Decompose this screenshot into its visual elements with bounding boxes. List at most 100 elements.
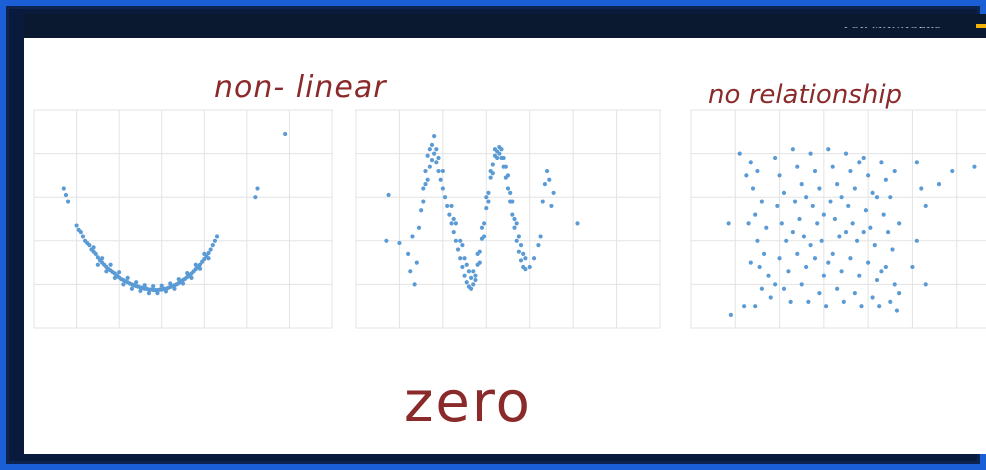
data-point <box>488 175 493 180</box>
data-point <box>846 203 851 209</box>
data-point <box>432 134 437 139</box>
data-point <box>870 295 875 300</box>
data-point <box>125 275 130 280</box>
data-point <box>835 182 840 187</box>
data-point <box>505 186 511 191</box>
data-point <box>859 304 864 309</box>
data-point <box>486 190 491 195</box>
data-point <box>453 238 458 243</box>
plots-svg <box>33 109 986 329</box>
data-point <box>544 168 550 174</box>
data-point <box>874 195 880 200</box>
data-point <box>434 147 439 152</box>
data-point <box>812 168 818 174</box>
data-point <box>151 284 156 289</box>
data-point <box>748 260 753 265</box>
data-point <box>877 304 882 309</box>
data-point <box>421 199 426 204</box>
data-point <box>872 243 877 248</box>
data-point <box>914 160 919 165</box>
data-point <box>423 168 428 174</box>
data-point <box>95 262 100 267</box>
data-point <box>425 177 430 182</box>
data-point <box>91 245 96 250</box>
data-point <box>497 151 502 156</box>
data-point <box>542 182 548 187</box>
data-point <box>100 256 105 261</box>
data-point <box>473 277 478 283</box>
data-point <box>879 269 884 274</box>
data-point <box>518 243 524 248</box>
data-point <box>852 291 857 296</box>
data-point <box>429 142 435 147</box>
data-point <box>193 262 198 267</box>
data-point <box>850 221 855 226</box>
data-point <box>766 273 771 278</box>
data-point <box>866 260 871 265</box>
data-point <box>449 203 454 209</box>
data-point <box>551 190 556 195</box>
data-point <box>848 168 853 174</box>
data-point <box>521 251 526 256</box>
data-point <box>427 164 432 169</box>
data-point <box>923 282 928 287</box>
data-point <box>155 291 160 296</box>
data-point <box>808 151 813 156</box>
scatter-plot-2 <box>355 109 661 329</box>
data-point <box>746 221 751 226</box>
data-point <box>172 286 177 291</box>
data-point <box>575 221 580 226</box>
data-point <box>764 225 769 230</box>
data-point <box>936 182 942 187</box>
data-point <box>510 212 515 217</box>
data-point <box>212 238 218 243</box>
data-point <box>462 273 467 278</box>
data-point <box>523 256 528 261</box>
data-point <box>464 262 469 267</box>
data-point <box>176 277 181 282</box>
data-point <box>781 190 787 195</box>
data-point <box>189 275 194 280</box>
data-point <box>854 238 860 243</box>
data-point <box>63 192 69 198</box>
data-point <box>527 264 532 270</box>
data-point <box>799 182 804 187</box>
data-point <box>744 173 749 178</box>
data-point <box>910 264 915 270</box>
data-point <box>61 186 66 191</box>
nonlinear-title: non- linear <box>214 70 387 105</box>
data-point <box>826 260 831 265</box>
header-bar: FOR MANAGERS <box>24 14 986 38</box>
data-point <box>432 151 437 156</box>
data-point <box>419 208 424 213</box>
data-point <box>874 277 880 283</box>
data-point <box>781 286 787 291</box>
data-point <box>863 208 869 213</box>
data-point <box>87 243 92 248</box>
data-point <box>473 273 478 278</box>
data-point <box>449 221 454 226</box>
data-point <box>78 229 83 235</box>
data-point <box>142 283 147 288</box>
data-point <box>512 225 517 230</box>
data-point <box>852 186 857 191</box>
data-point <box>163 289 169 294</box>
scatter-plot-1 <box>33 109 333 329</box>
data-point <box>885 229 891 235</box>
data-point <box>492 147 498 152</box>
data-point <box>514 238 519 243</box>
data-point <box>823 304 829 309</box>
data-point <box>499 147 504 152</box>
data-point <box>475 251 480 256</box>
data-point <box>830 251 835 256</box>
brand-text: FOR MANAGERS <box>844 19 942 31</box>
data-point <box>808 243 813 248</box>
data-point <box>429 158 435 163</box>
data-point <box>104 269 109 274</box>
data-point <box>440 186 445 191</box>
data-point <box>412 282 417 287</box>
data-point <box>923 203 928 209</box>
data-point <box>484 195 489 200</box>
data-point <box>168 281 173 286</box>
data-point <box>516 249 521 254</box>
